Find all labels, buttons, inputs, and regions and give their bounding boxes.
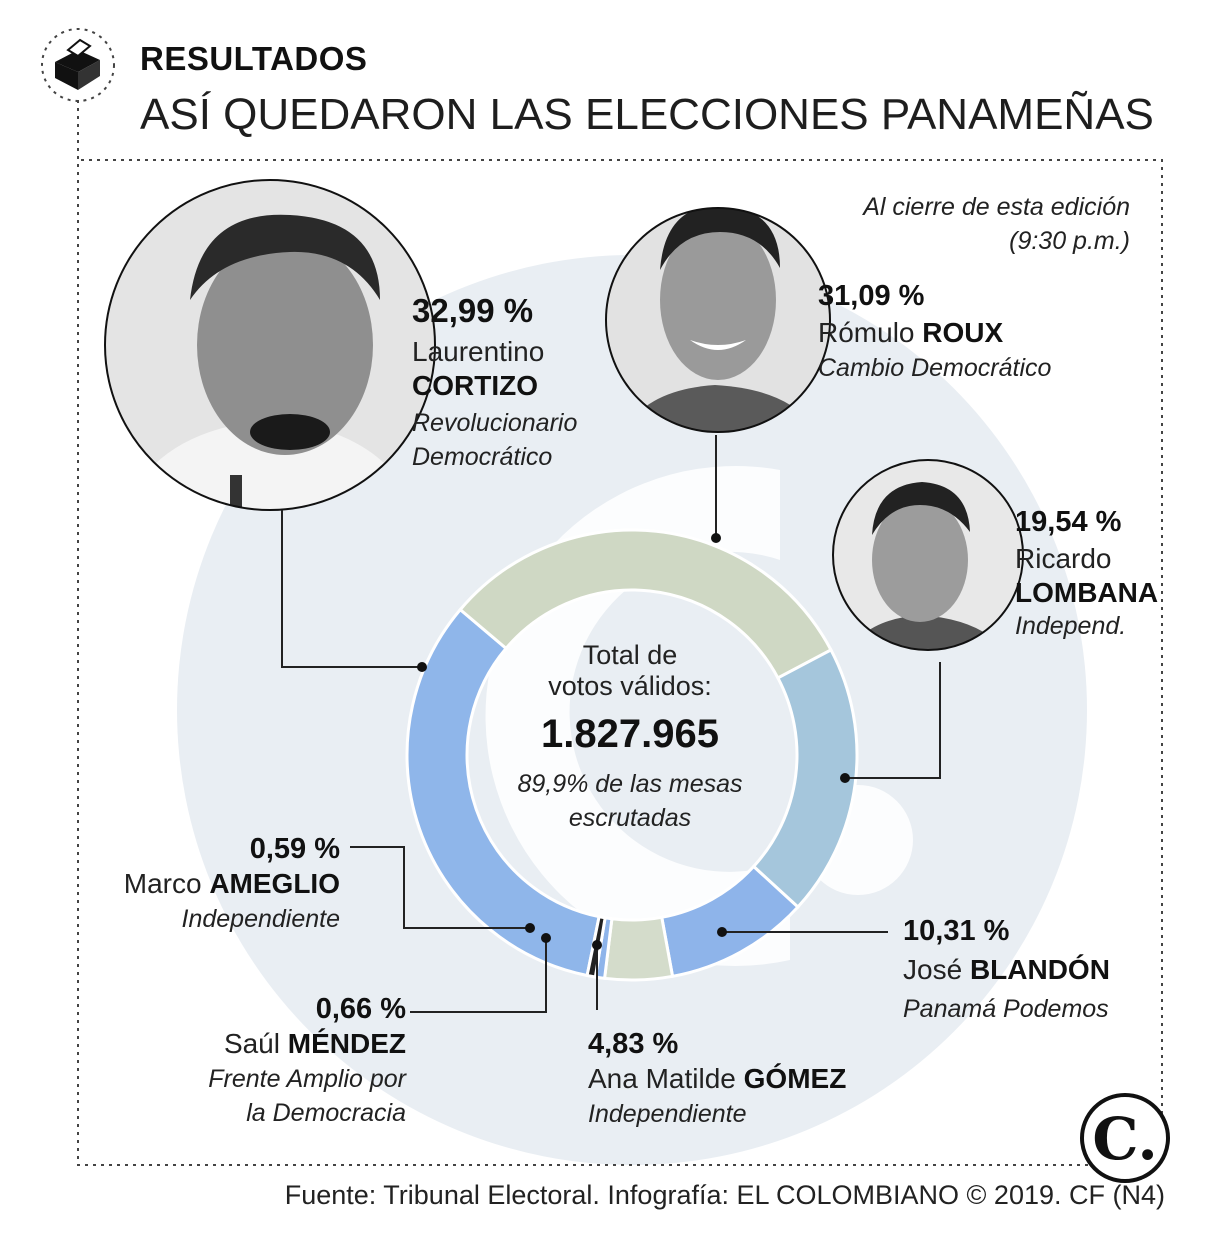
candidate-label-mendez: 0,66 % Saúl MÉNDEZ Frente Amplio por la … (150, 993, 406, 1130)
center-note-line2: escrutadas (568, 804, 692, 832)
candidate-label-cortizo: 32,99 % Laurentino CORTIZO Revolucionari… (412, 292, 577, 474)
candidate-label-blandon: 10,31 % José BLANDÓN Panamá Podemos (903, 915, 1110, 1026)
party-line1: Independiente (588, 1100, 747, 1128)
candidate-party: Independ. (1015, 609, 1158, 643)
logo-letter: C. (1092, 1105, 1158, 1173)
ballot-box-icon (41, 28, 115, 102)
candidate-pct: 0,66 % (315, 993, 406, 1025)
candidate-last-name: BLANDÓN (969, 954, 1110, 985)
donut-slice-cortizo (405, 607, 601, 978)
candidate-label-gomez: 4,83 % Ana Matilde GÓMEZ Independiente (588, 1028, 846, 1131)
candidate-last-name: ROUX (922, 317, 1004, 348)
donut-slice-roux (458, 528, 833, 680)
candidate-label-ameglio: 0,59 % Marco AMEGLIO Independiente (100, 833, 340, 936)
leader-dots (417, 533, 850, 950)
candidate-last-name: AMEGLIO (209, 868, 340, 899)
cutoff-note-line2: (9:30 p.m.) (1009, 227, 1130, 255)
candidate-pct: 0,59 % (249, 833, 340, 865)
candidate-party: Frente Amplio por la Democracia (150, 1062, 406, 1130)
center-label-line2: votos válidos: (548, 671, 712, 701)
portrait-cortizo (104, 179, 436, 511)
candidate-pct: 10,31 % (903, 915, 1010, 947)
candidate-pct: 32,99 % (412, 292, 534, 329)
party-line1: Frente Amplio por (208, 1065, 406, 1093)
candidate-label-roux: 31,09 % Rómulo ROUX Cambio Democrático (818, 280, 1051, 385)
party-line1: Revolucionario (412, 409, 578, 437)
candidate-last-name: MÉNDEZ (287, 1028, 406, 1059)
party-line2: Democrático (412, 443, 553, 471)
candidate-pct: 19,54 % (1015, 506, 1122, 538)
candidate-first-name: Ana Matilde (588, 1063, 736, 1094)
candidate-first-name: Rómulo (818, 317, 915, 348)
candidate-label-lombana: 19,54 % Ricardo LOMBANA Independ. (1015, 506, 1158, 643)
party-line1: Panamá Podemos (903, 995, 1109, 1023)
party-line1: Independ. (1015, 612, 1127, 640)
candidate-first-name: Ricardo (1015, 543, 1112, 574)
center-note-line1: 89,9% de las mesas (517, 770, 743, 798)
center-label-line1: Total de (582, 640, 678, 670)
candidate-pct: 4,83 % (588, 1028, 679, 1060)
candidate-last-name: CORTIZO (412, 370, 538, 401)
party-line2: la Democracia (246, 1099, 406, 1127)
candidate-party: Cambio Democrático (818, 351, 1051, 385)
party-line1: Independiente (181, 905, 340, 933)
section-kicker: RESULTADOS (140, 40, 368, 77)
candidate-pct: 31,09 % (818, 280, 925, 312)
leader-lines (281, 435, 941, 1013)
candidate-last-name: GÓMEZ (743, 1063, 847, 1094)
candidate-last-name: LOMBANA (1015, 577, 1159, 608)
candidate-party: Independiente (100, 902, 340, 936)
el-colombiano-logo-icon: C. (1080, 1093, 1170, 1183)
center-total-votes: 1.827.965 (541, 712, 719, 756)
candidate-first-name: Saúl (223, 1028, 280, 1059)
donut-center: Total de votos válidos: 1.827.965 89,9% … (480, 640, 780, 835)
candidate-party: Revolucionario Democrático (412, 406, 577, 474)
cutoff-note-line1: Al cierre de esta edición (863, 193, 1130, 221)
candidate-party: Independiente (588, 1097, 846, 1131)
candidate-first-name: José (903, 954, 963, 985)
donut-slice-gomez (602, 915, 675, 982)
candidate-first-name: Marco (123, 868, 202, 899)
candidate-party: Panamá Podemos (903, 992, 1110, 1026)
party-line1: Cambio Democrático (818, 354, 1052, 382)
page-title: ASÍ QUEDARON LAS ELECCIONES PANAMEÑAS (140, 90, 1154, 139)
source-credit: Fuente: Tribunal Electoral. Infografía: … (284, 1180, 1165, 1210)
cutoff-note: Al cierre de esta edición (9:30 p.m.) (780, 190, 1130, 258)
candidate-first-name: Laurentino (412, 336, 545, 367)
